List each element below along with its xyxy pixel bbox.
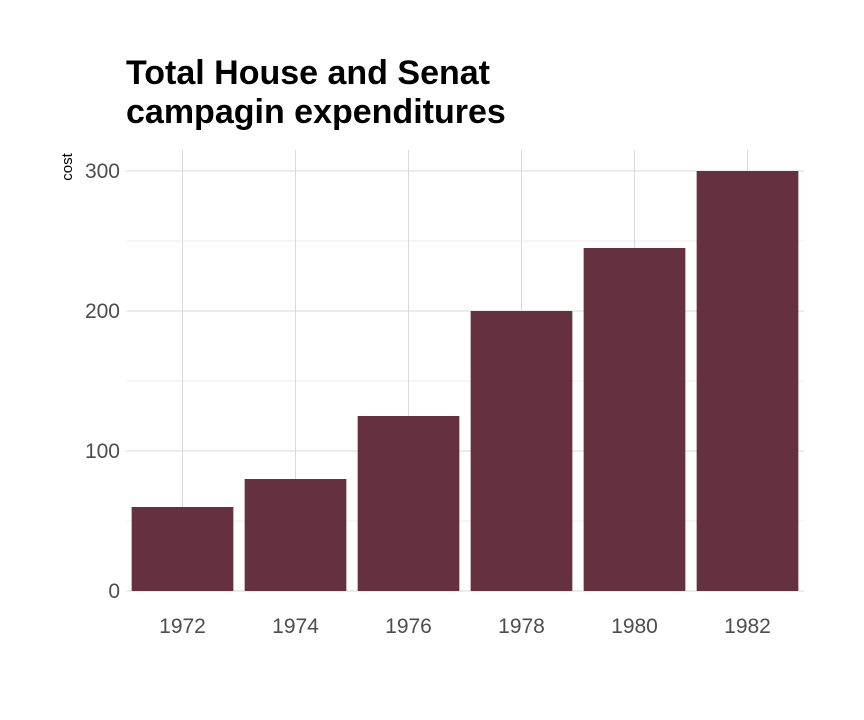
chart-title-line-1: Total House and Senat bbox=[126, 54, 490, 92]
x-tick-label: 1978 bbox=[498, 615, 545, 638]
y-tick-labels: 0 100 200 300 bbox=[85, 160, 120, 603]
x-tick-label: 1974 bbox=[272, 615, 319, 638]
bar-1976 bbox=[357, 416, 460, 591]
x-tick-label: 1976 bbox=[385, 615, 432, 638]
y-tick-label: 300 bbox=[85, 160, 120, 183]
chart-title-line-2: campagin expenditures bbox=[126, 93, 506, 131]
bars bbox=[131, 171, 799, 591]
x-tick-label: 1972 bbox=[159, 615, 206, 638]
x-tick-label: 1982 bbox=[724, 615, 771, 638]
chart-title: Total House and Senat campagin expenditu… bbox=[126, 54, 726, 132]
x-tick-labels: 1972 1974 1976 1978 1980 1982 bbox=[159, 615, 771, 638]
y-tick-label: 200 bbox=[85, 300, 120, 323]
bar-1982 bbox=[696, 171, 799, 591]
bar-1980 bbox=[583, 248, 686, 591]
y-axis-title: cost bbox=[59, 152, 76, 180]
y-tick-label: 100 bbox=[85, 440, 120, 463]
y-tick-label: 0 bbox=[108, 580, 120, 603]
bar-1978 bbox=[470, 311, 573, 591]
bar-1974 bbox=[244, 479, 347, 591]
x-tick-label: 1980 bbox=[611, 615, 658, 638]
bar-1972 bbox=[131, 507, 234, 591]
